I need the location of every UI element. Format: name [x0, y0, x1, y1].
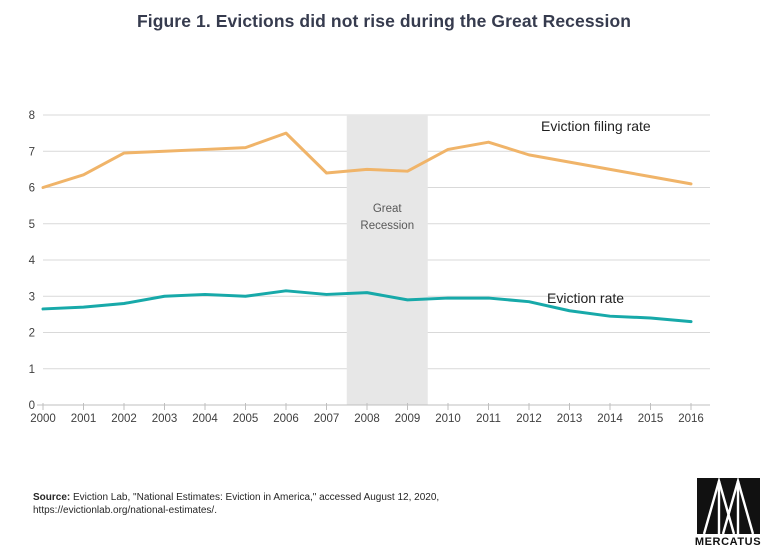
y-axis-label: 8: [29, 110, 35, 122]
source-note: Source: Eviction Lab, "National Estimate…: [33, 491, 461, 517]
x-axis-label: 2012: [516, 413, 542, 425]
x-axis-label: 2009: [395, 413, 421, 425]
figure-title: Figure 1. Evictions did not rise during …: [136, 11, 632, 31]
mercatus-logo-text: MERCATUS: [694, 536, 762, 548]
x-axis-label: 2004: [192, 413, 218, 425]
x-axis-label: 2015: [638, 413, 664, 425]
mercatus-m-icon: [696, 478, 760, 534]
x-axis-label: 2000: [30, 413, 56, 425]
y-axis-label: 6: [29, 183, 35, 195]
recession-band-label: Great: [373, 203, 403, 215]
series-line-eviction-rate: [41, 289, 693, 324]
recession-band: [346, 115, 428, 405]
x-axis-label: 2002: [111, 413, 137, 425]
x-axis-label: 2007: [314, 413, 340, 425]
x-axis-label: 2014: [597, 413, 623, 425]
y-axis-label: 7: [29, 146, 35, 158]
series-label-eviction-filing-rate: Eviction filing rate: [541, 118, 651, 134]
x-axis-label: 2003: [152, 413, 178, 425]
x-axis-label: 2010: [435, 413, 461, 425]
recession-band-label: Recession: [360, 220, 414, 232]
y-axis-label: 2: [29, 328, 35, 340]
y-axis-label: 0: [29, 400, 35, 412]
y-axis-label: 5: [29, 219, 35, 231]
y-axis-label: 3: [29, 291, 35, 303]
y-axis-label: 1: [29, 364, 35, 376]
source-text: Eviction Lab, "National Estimates: Evict…: [33, 492, 440, 516]
x-axis-label: 2006: [273, 413, 299, 425]
series-label-eviction-rate: Eviction rate: [547, 290, 624, 306]
y-axis-label: 4: [29, 255, 36, 267]
x-axis-label: 2013: [557, 413, 583, 425]
x-axis-label: 2011: [476, 413, 501, 425]
x-axis-label: 2008: [354, 413, 380, 425]
source-label: Source:: [33, 492, 71, 503]
x-axis-label: 2001: [71, 413, 97, 425]
mercatus-logo: MERCATUS: [690, 478, 766, 548]
x-axis-label: 2005: [233, 413, 259, 425]
x-axis-label: 2016: [678, 413, 704, 425]
series-line-eviction-filing-rate: [41, 131, 693, 189]
